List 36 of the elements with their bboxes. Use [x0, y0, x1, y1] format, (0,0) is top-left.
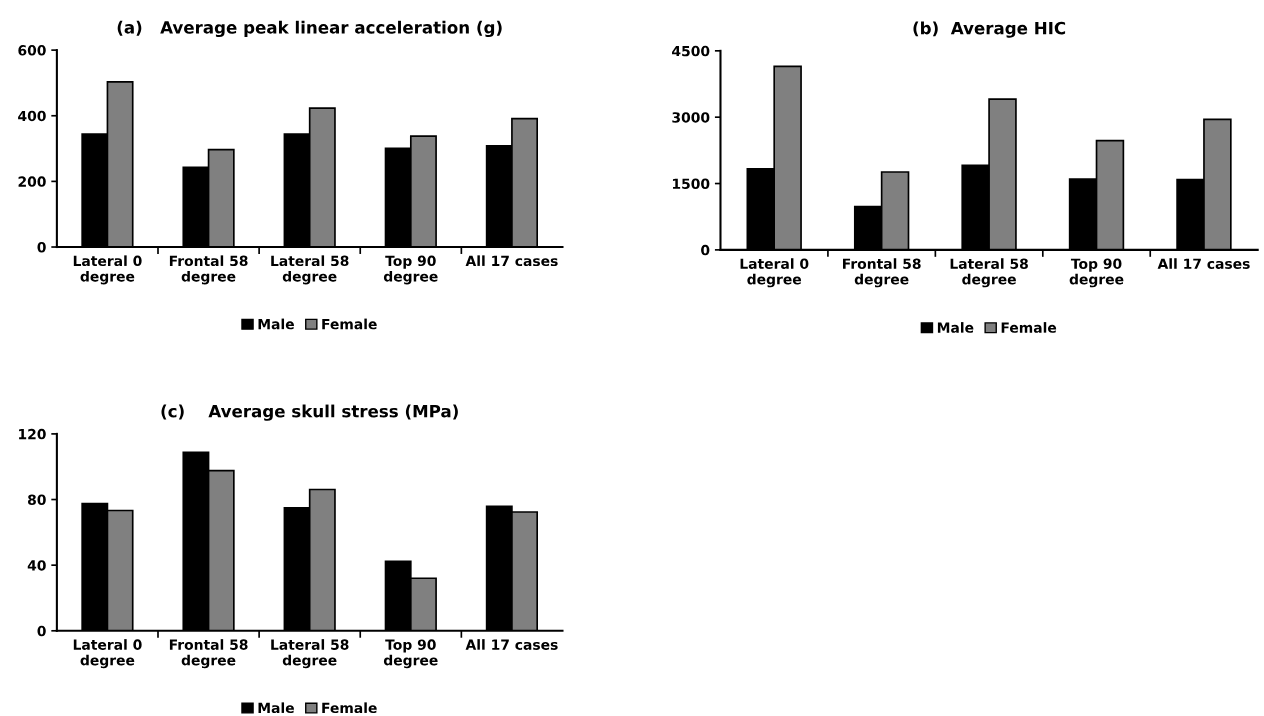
y-tick-label: 0 — [701, 244, 710, 256]
x-tick-label: Frontal 58 degree — [169, 639, 248, 669]
y-tick-label: 200 — [18, 176, 46, 187]
y-tick-label: 40 — [27, 560, 46, 571]
x-tick-label: Lateral 0 degree — [73, 639, 142, 669]
x-tick-label: Lateral 0 degree — [740, 258, 809, 288]
y-tick-label: 3000 — [672, 112, 710, 123]
y-tick-label: 400 — [18, 110, 46, 122]
x-tick-label: All 17 cases — [1157, 258, 1250, 269]
x-tick-label: All 17 cases — [465, 255, 558, 267]
legend-label: Male — [258, 318, 294, 330]
legend-label: Female — [322, 702, 377, 714]
legend-label: Female — [322, 318, 377, 330]
x-tick-label: Lateral 0 degree — [73, 255, 142, 285]
chart-title: (a) Average peak linear acceleration (g) — [117, 20, 502, 38]
legend-label: Female — [1001, 322, 1057, 333]
legend-label: Male — [937, 322, 974, 333]
x-tick-label: Top 90 degree — [1069, 258, 1124, 288]
x-tick-label: Top 90 degree — [383, 639, 438, 669]
legend-label: Male — [258, 702, 294, 714]
chart-title: (b) Average HIC — [913, 21, 1066, 38]
y-tick-label: 600 — [18, 45, 46, 56]
x-tick-label: Lateral 58 degree — [271, 639, 349, 669]
y-tick-label: 4500 — [672, 45, 710, 57]
y-tick-label: 0 — [37, 241, 46, 253]
x-tick-label: Lateral 58 degree — [271, 255, 349, 285]
x-tick-label: Frontal 58 degree — [843, 258, 921, 288]
x-tick-label: Lateral 58 degree — [950, 258, 1028, 288]
y-tick-label: 1500 — [672, 178, 710, 190]
y-tick-label: 0 — [37, 625, 46, 637]
x-tick-label: Frontal 58 degree — [169, 255, 248, 285]
chart-title: (c) Average skull stress (MPa) — [161, 404, 458, 421]
y-tick-label: 80 — [27, 494, 46, 505]
x-tick-label: All 17 cases — [465, 639, 558, 650]
x-tick-label: Top 90 degree — [383, 255, 438, 285]
y-tick-label: 120 — [19, 428, 46, 440]
